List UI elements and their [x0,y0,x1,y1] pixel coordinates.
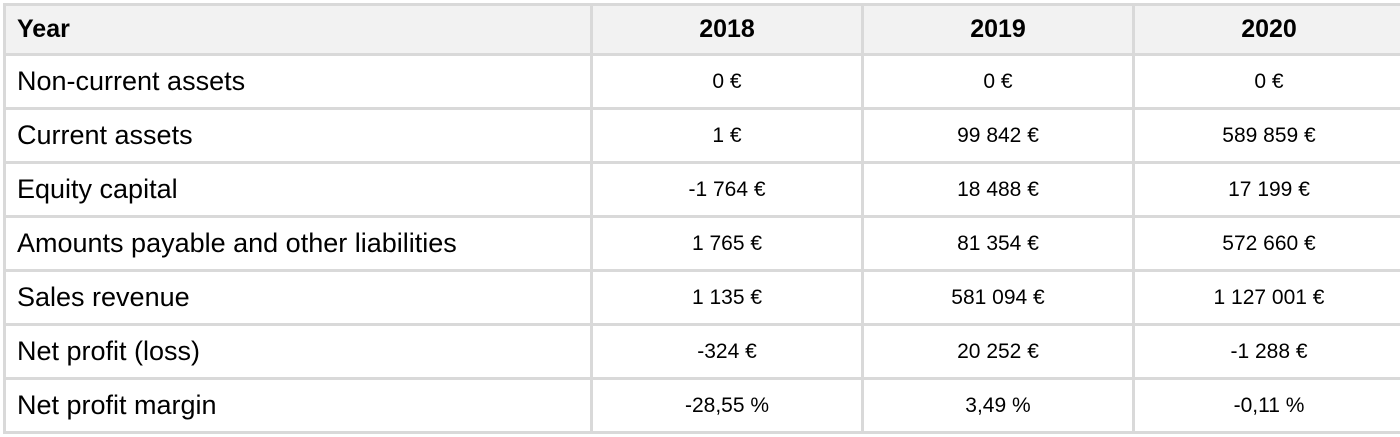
table-row: Net profit margin -28,55 % 3,49 % -0,11 … [6,380,1400,431]
cell-value: 589 859 € [1135,110,1400,161]
cell-value: 581 094 € [864,272,1132,323]
cell-value: -324 € [593,326,861,377]
cell-value: 99 842 € [864,110,1132,161]
financial-table-container: Year 2018 2019 2020 Non-current assets 0… [3,3,1400,434]
row-label-current-assets: Current assets [6,110,590,161]
row-label-net-profit-margin: Net profit margin [6,380,590,431]
row-label-net-profit: Net profit (loss) [6,326,590,377]
row-label-non-current-assets: Non-current assets [6,56,590,107]
row-label-equity-capital: Equity capital [6,164,590,215]
cell-value: 1 135 € [593,272,861,323]
table-row: Equity capital -1 764 € 18 488 € 17 199 … [6,164,1400,215]
header-row: Year 2018 2019 2020 [6,6,1400,53]
cell-value: 20 252 € [864,326,1132,377]
table-header: Year 2018 2019 2020 [6,6,1400,53]
header-year-2020: 2020 [1135,6,1400,53]
cell-value: 1 € [593,110,861,161]
cell-value: 0 € [593,56,861,107]
cell-value: 17 199 € [1135,164,1400,215]
cell-value: 0 € [864,56,1132,107]
cell-value: 1 765 € [593,218,861,269]
cell-value: -1 764 € [593,164,861,215]
table-row: Sales revenue 1 135 € 581 094 € 1 127 00… [6,272,1400,323]
cell-value: -0,11 % [1135,380,1400,431]
cell-value: 3,49 % [864,380,1132,431]
table-row: Non-current assets 0 € 0 € 0 € [6,56,1400,107]
header-year-2019: 2019 [864,6,1132,53]
cell-value: 81 354 € [864,218,1132,269]
table-row: Amounts payable and other liabilities 1 … [6,218,1400,269]
header-year-label: Year [6,6,590,53]
table-body: Non-current assets 0 € 0 € 0 € Current a… [6,56,1400,431]
row-label-sales-revenue: Sales revenue [6,272,590,323]
financial-summary-table: Year 2018 2019 2020 Non-current assets 0… [3,3,1400,434]
cell-value: 18 488 € [864,164,1132,215]
row-label-amounts-payable: Amounts payable and other liabilities [6,218,590,269]
cell-value: 0 € [1135,56,1400,107]
cell-value: -28,55 % [593,380,861,431]
table-row: Net profit (loss) -324 € 20 252 € -1 288… [6,326,1400,377]
table-row: Current assets 1 € 99 842 € 589 859 € [6,110,1400,161]
cell-value: 1 127 001 € [1135,272,1400,323]
cell-value: 572 660 € [1135,218,1400,269]
cell-value: -1 288 € [1135,326,1400,377]
header-year-2018: 2018 [593,6,861,53]
